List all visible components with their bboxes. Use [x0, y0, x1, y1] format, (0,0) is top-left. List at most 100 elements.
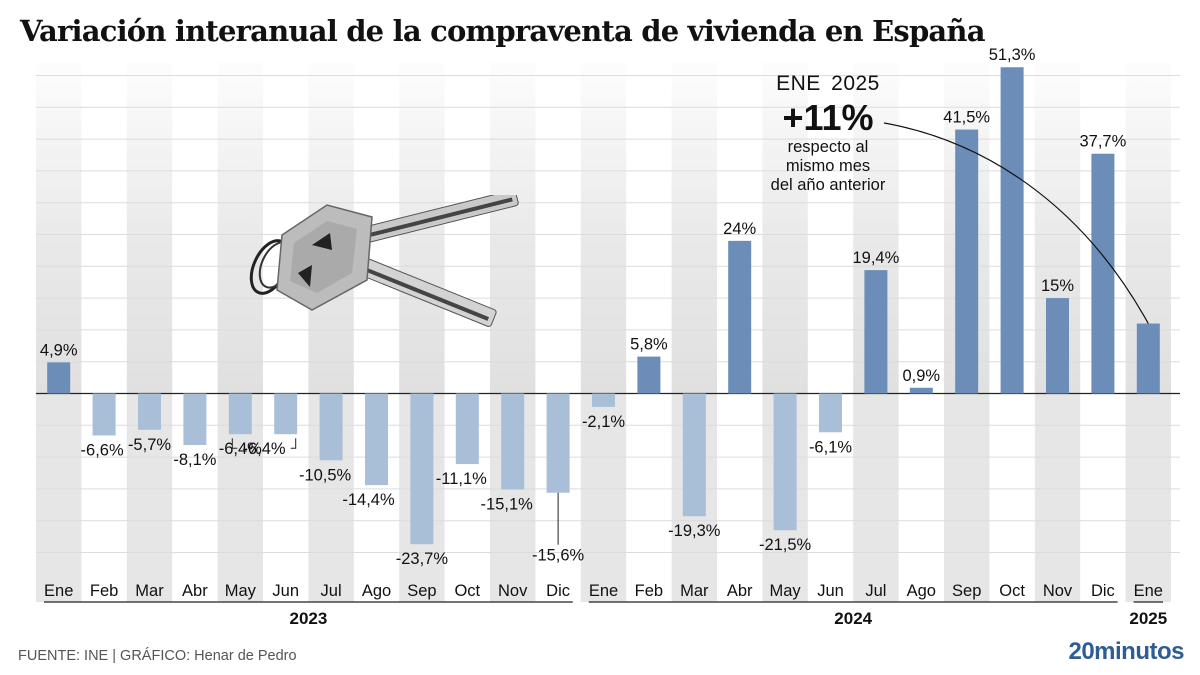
- value-label: -15,1%: [481, 496, 534, 514]
- month-label: Abr: [182, 582, 208, 600]
- annotation-desc-3: del año anterior: [770, 176, 886, 194]
- bar: [773, 393, 797, 531]
- value-label: 24%: [723, 220, 756, 238]
- bar: [728, 240, 752, 394]
- value-label: 51,3%: [989, 46, 1036, 64]
- column-stripe: [580, 393, 627, 602]
- month-label: Dic: [1091, 582, 1115, 600]
- bar: [1046, 298, 1069, 394]
- value-label: -14,4%: [342, 491, 395, 509]
- value-label: 5,8%: [630, 336, 668, 354]
- month-label: Feb: [635, 582, 663, 600]
- value-label: -11,1%: [436, 470, 487, 488]
- column-stripe: [36, 62, 82, 394]
- month-label: Oct: [999, 582, 1025, 600]
- bar: [410, 393, 434, 545]
- annotation-box: ENE 2025 +11% respecto al mismo mes del …: [748, 72, 908, 195]
- month-label: Feb: [90, 582, 118, 600]
- bar: [546, 393, 570, 493]
- value-label: -6,4%: [219, 440, 262, 458]
- column-stripe: [490, 62, 536, 394]
- keys-illustration: [249, 195, 519, 327]
- annotation-arrow: [883, 122, 1149, 324]
- value-label: -5,7%: [128, 436, 171, 454]
- month-label: Nov: [498, 582, 528, 600]
- value-label: -19,3%: [668, 522, 721, 540]
- value-label: -2,1%: [582, 413, 625, 431]
- bar: [819, 393, 842, 433]
- month-label: Jul: [865, 582, 886, 600]
- value-label: 19,4%: [853, 249, 900, 267]
- month-label: Mar: [135, 582, 164, 600]
- month-label: Nov: [1043, 582, 1073, 600]
- column-stripe: [217, 62, 263, 394]
- bar: [47, 362, 71, 394]
- month-label: Jun: [817, 582, 844, 600]
- bar: [455, 393, 479, 465]
- column-stripe: [1034, 393, 1081, 602]
- column-stripe: [671, 62, 717, 394]
- month-label: Mar: [680, 582, 709, 600]
- bar: [909, 387, 933, 394]
- value-label: 0,9%: [902, 367, 940, 385]
- month-label: Oct: [454, 582, 480, 600]
- month-label: Abr: [727, 582, 753, 600]
- value-label: -21,5%: [759, 536, 812, 554]
- month-label: May: [225, 582, 257, 600]
- column-stripe: [580, 62, 627, 394]
- bar: [319, 393, 343, 461]
- month-label: Ene: [589, 582, 618, 600]
- month-label: Sep: [952, 582, 981, 600]
- month-label: Jul: [321, 582, 342, 600]
- annotation-period: ENE 2025: [776, 72, 880, 95]
- column-stripe: [1125, 393, 1171, 602]
- column-stripe: [36, 393, 82, 602]
- shared-label-bracket: [231, 438, 297, 449]
- key-front: [351, 254, 497, 327]
- source-credit: FUENTE: INE | GRÁFICO: Henar de Pedro: [18, 648, 297, 664]
- bar: [592, 393, 615, 407]
- bar: [228, 393, 252, 435]
- bar: [501, 393, 525, 490]
- column-stripe: [944, 393, 990, 602]
- value-label: 15%: [1041, 277, 1074, 295]
- annotation-desc-2: mismo mes: [785, 157, 871, 175]
- value-label: -15,6%: [532, 547, 585, 565]
- month-label: Ene: [1134, 582, 1163, 600]
- month-label: Dic: [546, 582, 570, 600]
- value-label: 4,9%: [40, 341, 78, 359]
- bar: [365, 393, 388, 486]
- value-label: -23,7%: [396, 550, 449, 568]
- value-label-shared: -6,4%: [242, 440, 285, 458]
- month-label: May: [770, 582, 802, 600]
- value-label: -10,5%: [299, 466, 352, 484]
- year-label: 2023: [289, 609, 327, 628]
- year-label: 2024: [834, 609, 872, 628]
- bar: [274, 393, 298, 435]
- bar: [637, 356, 661, 394]
- column-stripe: [853, 393, 899, 602]
- value-label: -6,6%: [81, 441, 124, 459]
- value-label: -8,1%: [173, 451, 216, 469]
- bar: [1000, 67, 1024, 394]
- column-stripe: [762, 62, 808, 394]
- month-label: Ene: [44, 582, 73, 600]
- bar: [138, 393, 161, 430]
- annotation-value: +11%: [782, 97, 874, 138]
- column-stripe: [126, 62, 173, 394]
- chart-title: Variación interanual de la compraventa d…: [20, 14, 986, 48]
- bar: [955, 129, 979, 394]
- bar: [682, 393, 706, 517]
- year-label: 2025: [1129, 609, 1167, 628]
- bar: [1136, 323, 1160, 394]
- brand-logo[interactable]: 20minutos: [1068, 638, 1184, 665]
- bar: [864, 270, 888, 394]
- month-label: Ago: [362, 582, 391, 600]
- bar: [92, 393, 116, 436]
- annotation-desc-1: respecto al: [787, 138, 869, 156]
- value-label: 37,7%: [1080, 133, 1127, 151]
- value-label: -6,1%: [809, 438, 852, 456]
- month-label: Ago: [907, 582, 936, 600]
- value-label: 41,5%: [943, 109, 990, 127]
